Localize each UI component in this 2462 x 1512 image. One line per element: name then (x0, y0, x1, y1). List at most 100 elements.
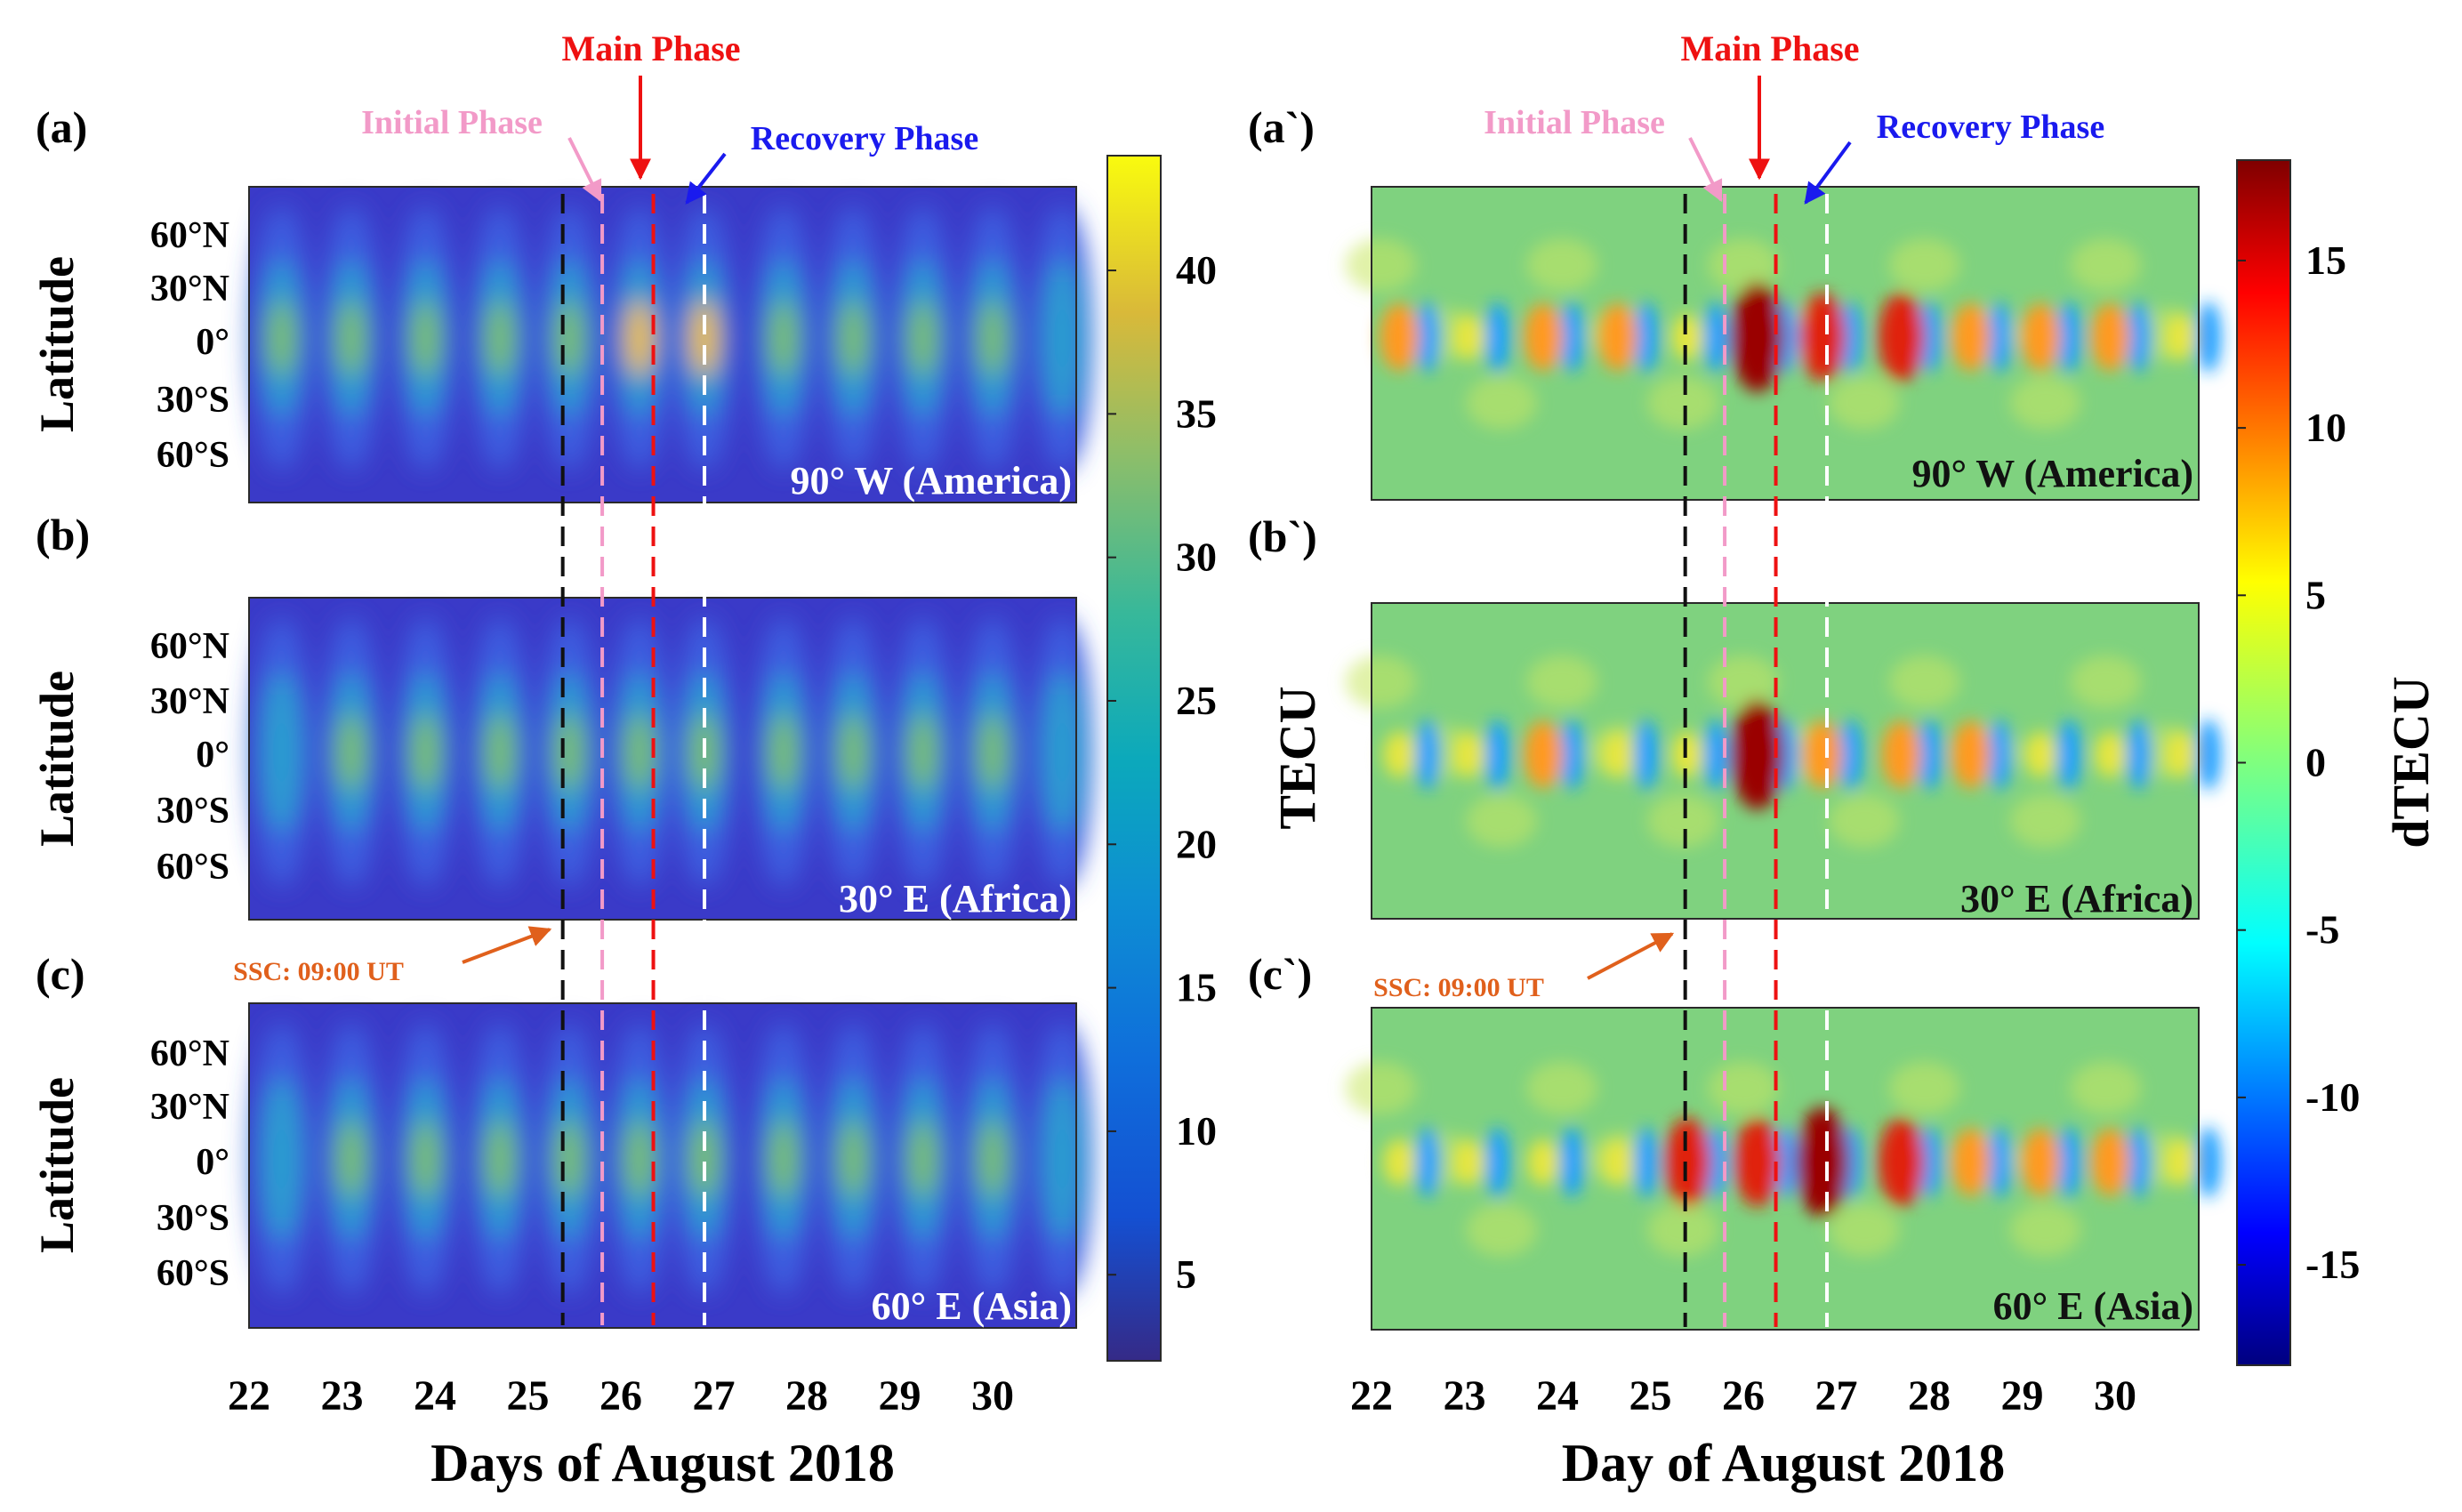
panel-a-ylabel: Latitude (30, 256, 84, 432)
panel-c-prime-sector: 60° E (Asia) (1993, 1284, 2193, 1328)
recovery-phase-arrow-left (685, 152, 727, 205)
right-xtick-label: 29 (2000, 1372, 2043, 1420)
dtecu-colorbar-ticks: 15 10 5 0 -5 -10 -15 (2237, 237, 2360, 1287)
dtec-negative (1838, 301, 1863, 373)
dtec-negative (1986, 1126, 2012, 1198)
dtecu-colorbar-tick-label: 0 (2305, 740, 2326, 785)
dtec-mottle (1888, 238, 1960, 292)
dtec-positive (1452, 731, 1485, 778)
panel-a-tec-blobs (251, 205, 1093, 471)
main-phase-label-left: Main Phase (561, 28, 740, 68)
tec-peak (267, 300, 296, 376)
right-xlabel: Day of August 2018 (1562, 1434, 2005, 1492)
left-xticks: 22 23 24 25 26 27 28 29 30 (228, 1372, 1014, 1420)
dtec-mottle (1466, 375, 1538, 430)
tecu-colorbar-tick-label: 15 (1176, 965, 1217, 1010)
panel-b-label: (b) (36, 510, 90, 559)
tec-core (1041, 672, 1084, 833)
dtec-mottle (1345, 238, 1417, 292)
initial-phase-arrow-left (567, 137, 602, 203)
right-xtick-label: 27 (1814, 1372, 1857, 1420)
panel-c: (c) 60° E (Asia) 60°N 30°N 0° 30°S 60°S … (30, 949, 1093, 1329)
panel-c-frame (248, 1002, 1077, 1329)
dtec-mottle (1345, 1061, 1417, 1115)
dtec-negative (1633, 719, 1659, 791)
dtec-negative (1633, 301, 1659, 373)
panel-a-frame (248, 186, 1077, 503)
tecu-colorbar-tick-label: 40 (1176, 247, 1217, 293)
panel-b-ytick: 30°S (157, 791, 229, 832)
panel-c-prime-frame (1371, 1007, 2200, 1331)
dtecu-colorbar-tick-label: -10 (2305, 1074, 2360, 1120)
dtec-mottle (1707, 1061, 1779, 1115)
dtec-positive (1383, 731, 1416, 778)
dtec-negative (1986, 301, 2012, 373)
dtec-mottle (1526, 238, 1598, 292)
dtec-mottle (2070, 238, 2142, 292)
dtec-mottle (2009, 375, 2081, 430)
dtec-negative (2196, 1126, 2222, 1198)
panel-a-prime-label: (a`) (1248, 102, 1315, 152)
dtecu-colorbar-tick-label: -5 (2305, 907, 2339, 953)
dtecu-colorbar: 15 10 5 0 -5 -10 -15 dTECU (2236, 159, 2440, 1366)
dtec-negative (1838, 719, 1863, 791)
panel-c-prime-dtec-blobs (1345, 1061, 2222, 1257)
dtec-positive (1798, 292, 1846, 382)
tecu-colorbar-gradient (1107, 156, 1161, 1361)
left-xtick-label: 30 (971, 1372, 1014, 1420)
panel-b-frame (248, 597, 1077, 921)
left-xtick-label: 24 (414, 1372, 456, 1420)
right-phase-lines (1683, 194, 1830, 1327)
dtec-mottle (2070, 1061, 2142, 1115)
panel-a-yticks: 60°N 30°N 0° 30°S 60°S (150, 215, 229, 476)
right-xticks: 22 23 24 25 26 27 28 29 30 (1350, 1372, 2136, 1420)
dtec-positive (2024, 731, 2057, 778)
dtecu-colorbar-tick-label: -15 (2305, 1242, 2360, 1287)
dtec-negative (2196, 301, 2222, 373)
dtec-negative (1559, 719, 1585, 791)
initial-phase-arrow-right (1688, 137, 1723, 203)
tec-core (260, 672, 303, 833)
dtec-positive (1878, 1117, 1925, 1207)
tecu-colorbar-frame (1106, 155, 1162, 1362)
dtecu-colorbar-tick-label: 10 (2305, 405, 2346, 450)
ssc-arrow-right (1587, 932, 1675, 980)
dtec-mottle (1466, 793, 1538, 848)
dtec-positive (1802, 720, 1842, 789)
tec-peak (978, 1120, 1007, 1198)
dtec-negative (2056, 719, 2082, 791)
tecu-colorbar: 5 10 15 20 25 30 35 40 TECU (1106, 155, 1326, 1362)
dtec-positive (1878, 292, 1925, 382)
tec-peak (624, 300, 654, 376)
dtec-positive (1671, 731, 1704, 778)
panel-a-ytick: 60°S (157, 435, 229, 476)
dtec-mottle (2070, 655, 2142, 709)
dtec-mottle (1647, 1202, 1719, 1257)
dtec-negative (1773, 1126, 1798, 1198)
panel-a-ytick: 0° (196, 322, 229, 363)
panel-c-ytick: 30°N (150, 1087, 229, 1128)
dtec-positive (2021, 1128, 2061, 1196)
dtec-negative (2056, 1126, 2082, 1198)
dtec-positive (1951, 1128, 1991, 1196)
panel-a-ytick: 30°N (150, 269, 229, 310)
dtec-negative (2126, 1126, 2152, 1198)
panel-b-ytick: 60°S (157, 847, 229, 888)
tec-peak (690, 1120, 720, 1198)
dtec-positive (1524, 720, 1564, 789)
dtec-positive (1452, 313, 1485, 360)
dtecu-colorbar-tick-label: 15 (2305, 237, 2346, 283)
dtec-positive (2164, 731, 2197, 778)
tec-peak (768, 300, 798, 376)
tec-peak (486, 300, 515, 376)
tec-peak (486, 713, 515, 792)
right-xtick-label: 28 (1908, 1372, 1951, 1420)
panel-b-sector: 30° E (Africa) (839, 877, 1072, 921)
dtec-negative (1917, 301, 1943, 373)
tec-peak (839, 1120, 868, 1198)
dtec-positive (1795, 1106, 1849, 1218)
dtec-negative (1415, 1126, 1441, 1198)
dtec-positive (1881, 720, 1921, 789)
dtec-positive (1730, 281, 1784, 392)
